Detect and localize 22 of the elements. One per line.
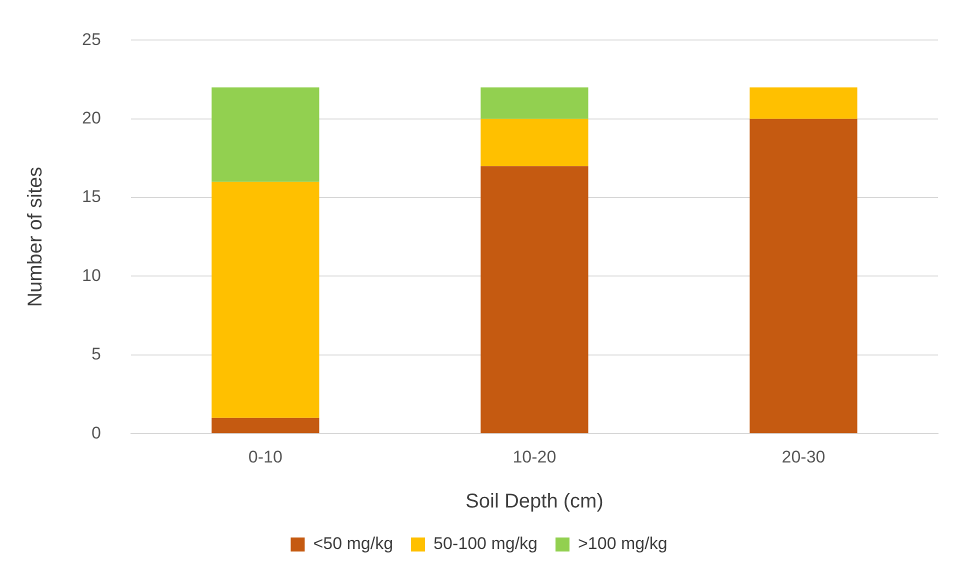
y-tick-label: 20 (82, 108, 101, 128)
legend-label: 50-100 mg/kg (434, 534, 538, 554)
y-tick-label: 25 (82, 30, 101, 49)
y-tick-label: 15 (82, 187, 101, 206)
y-tick-label: 0 (91, 423, 101, 442)
x-axis-title: Soil Depth (cm) (466, 490, 604, 513)
bar (480, 166, 588, 434)
bar (212, 418, 320, 434)
x-tick-label: 20-30 (782, 447, 826, 466)
bar (750, 118, 858, 434)
y-tick-label: 10 (82, 266, 101, 285)
y-axis-title: Number of sites (24, 166, 47, 307)
bar (480, 118, 588, 166)
bar (212, 182, 320, 418)
x-tick-label: 10-20 (512, 447, 556, 466)
x-tick-label: 0-10 (248, 447, 282, 466)
y-tick-label: 5 (91, 344, 101, 364)
bar (212, 87, 320, 182)
bar (750, 87, 858, 119)
legend-label: >100 mg/kg (578, 534, 668, 554)
bar (480, 87, 588, 119)
legend-label: <50 mg/kg (313, 534, 394, 554)
